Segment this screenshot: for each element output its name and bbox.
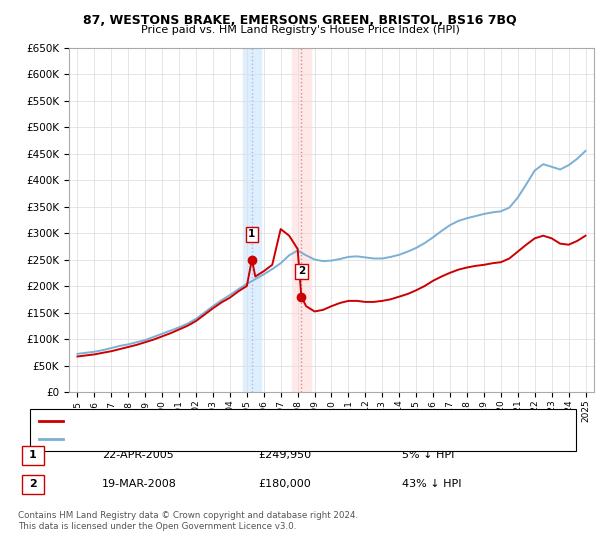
Text: 2: 2 [29, 479, 37, 489]
Text: 19-MAR-2008: 19-MAR-2008 [102, 479, 177, 489]
Text: 22-APR-2005: 22-APR-2005 [102, 450, 174, 460]
Text: 87, WESTONS BRAKE, EMERSONS GREEN, BRISTOL, BS16 7BQ (detached house): 87, WESTONS BRAKE, EMERSONS GREEN, BRIST… [67, 416, 467, 426]
Text: 5% ↓ HPI: 5% ↓ HPI [402, 450, 454, 460]
Text: 87, WESTONS BRAKE, EMERSONS GREEN, BRISTOL, BS16 7BQ: 87, WESTONS BRAKE, EMERSONS GREEN, BRIST… [83, 14, 517, 27]
Text: £249,950: £249,950 [258, 450, 311, 460]
Text: £180,000: £180,000 [258, 479, 311, 489]
Text: 1: 1 [29, 450, 37, 460]
Bar [242, 48, 261, 392]
Text: HPI: Average price, detached house, South Gloucestershire: HPI: Average price, detached house, Sout… [67, 434, 362, 444]
Text: Contains HM Land Registry data © Crown copyright and database right 2024.: Contains HM Land Registry data © Crown c… [18, 511, 358, 520]
Text: This data is licensed under the Open Government Licence v3.0.: This data is licensed under the Open Gov… [18, 522, 296, 531]
Text: 1: 1 [248, 230, 256, 240]
Text: 43% ↓ HPI: 43% ↓ HPI [402, 479, 461, 489]
Bar [292, 48, 311, 392]
Text: Price paid vs. HM Land Registry's House Price Index (HPI): Price paid vs. HM Land Registry's House … [140, 25, 460, 35]
Text: 2: 2 [298, 267, 305, 277]
